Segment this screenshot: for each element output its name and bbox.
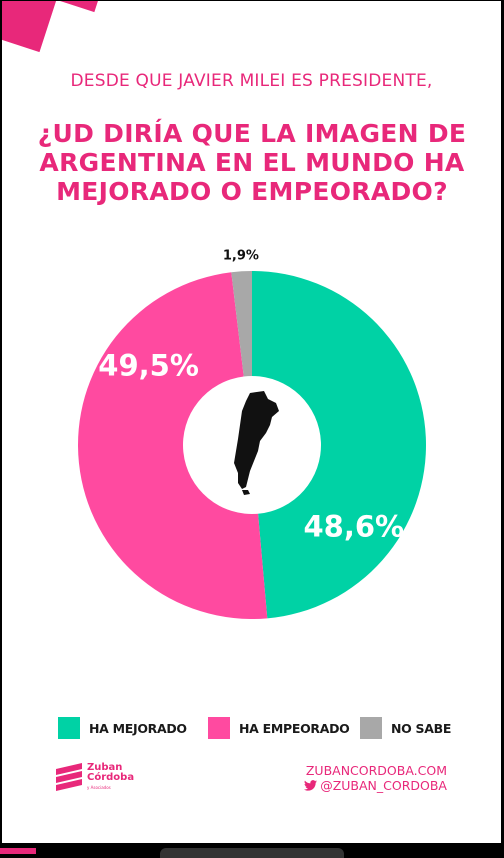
logo-subtext: y Asociados [87,785,111,790]
poll-question-line: MEJORADO O EMPEORADO? [56,177,448,206]
chart-legend: HA MEJORADO HA EMPEORADO NO SABE [2,717,501,743]
legend-swatch [360,717,382,739]
legend-label: NO SABE [391,720,452,736]
slice-mejorado [252,271,427,619]
slice-no-sabe [231,271,252,377]
twitter-handle[interactable]: @ZUBAN_CORDOBA [304,778,447,793]
slice-value-label: 1,9% [223,248,259,263]
website-link[interactable]: ZUBANCORDOBA.COM [305,763,447,778]
legend-item-empeorado: HA EMPEORADO [208,717,350,739]
legend-item-mejorado: HA MEJORADO [58,717,187,739]
poll-subtitle: DESDE QUE JAVIER MILEI ES PRESIDENTE, [70,71,433,91]
contact-info: ZUBANCORDOBA.COM @ZUBAN_CORDOBA [304,763,447,793]
legend-swatch [208,717,230,739]
slice-empeorado [78,272,268,619]
logo-line: Zuban [87,762,123,773]
argentina-map-icon [234,391,279,495]
poll-card: DESDE QUE JAVIER MILEI ES PRESIDENTE, ¿U… [2,1,501,843]
poll-question-line: ARGENTINA EN EL MUNDO HA [39,148,465,177]
zuban-cordoba-logo: Zuban Córdoba y Asociados [56,761,146,797]
logo-line: Córdoba [87,772,135,783]
legend-label: HA MEJORADO [89,720,187,736]
bottom-strip [160,848,344,858]
bottom-accent-bar [0,848,36,854]
slice-value-label: 48,6% [303,510,404,544]
poll-question: ¿UD DIRÍA QUE LA IMAGEN DE ARGENTINA EN … [22,119,482,206]
legend-item-no-sabe: NO SABE [360,717,451,739]
handle-text: @ZUBAN_CORDOBA [320,778,447,793]
twitter-icon [304,780,318,791]
poll-question-line: ¿UD DIRÍA QUE LA IMAGEN DE [37,119,467,148]
slice-value-label: 49,5% [98,348,199,382]
legend-swatch [58,717,80,739]
logo-mark-icon [56,763,82,791]
donut-chart: 48,6% 49,5% 1,9% [78,248,427,619]
legend-label: HA EMPEORADO [239,720,350,736]
logo-text: Zuban Córdoba [87,763,134,783]
